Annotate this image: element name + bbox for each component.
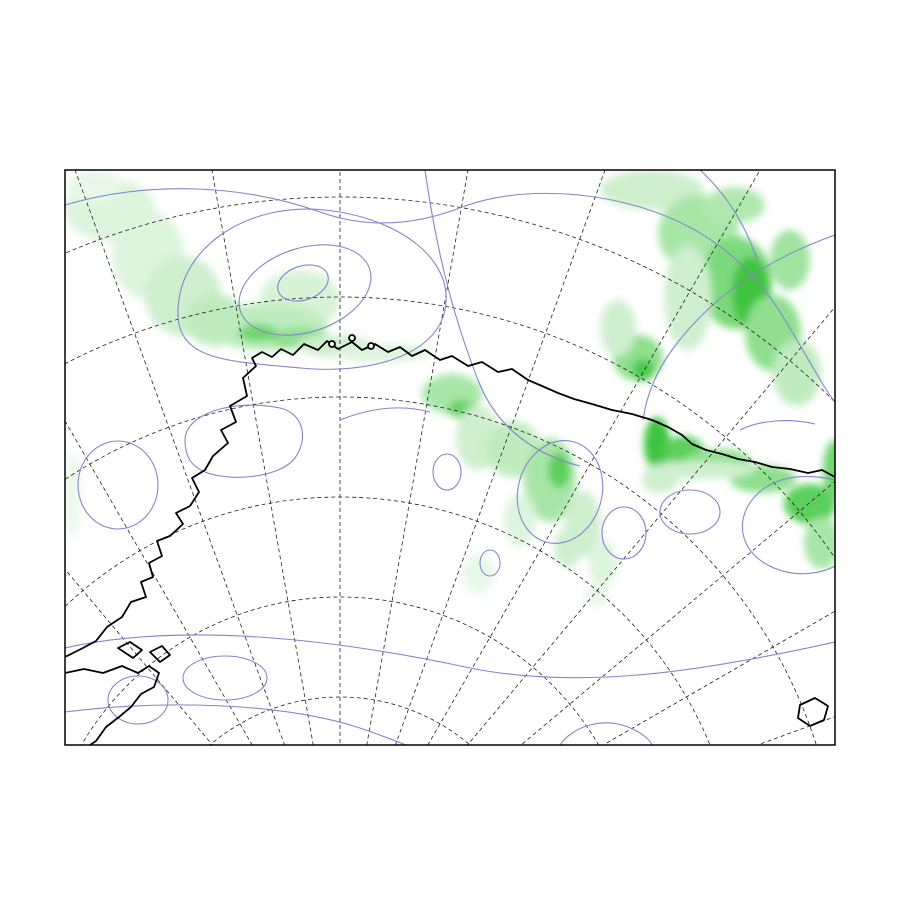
precipitation-shading bbox=[65, 170, 835, 607]
graticule bbox=[65, 170, 835, 745]
coastline bbox=[65, 334, 835, 745]
pressure-contours bbox=[65, 170, 835, 745]
map-frame bbox=[64, 169, 836, 746]
